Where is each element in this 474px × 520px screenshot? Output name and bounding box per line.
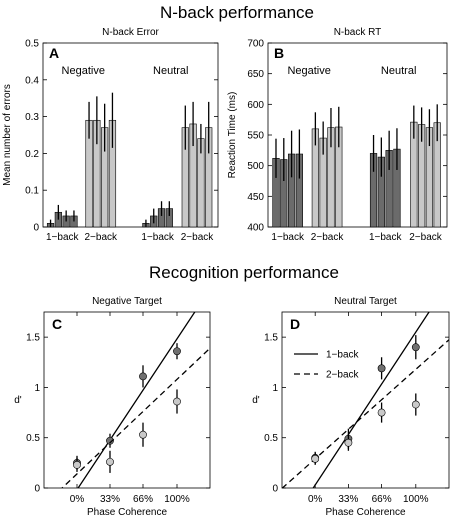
legend-label: 2−back — [326, 370, 360, 381]
y-tick-label: 1 — [34, 383, 40, 394]
fit-line-1back — [77, 312, 196, 488]
panel-title: N-back Error — [102, 27, 159, 38]
data-point — [377, 364, 386, 373]
panel-A: 0 0.1 0.2 0.3 0.4 0.5 N-back Error A Mean number… — [2, 27, 219, 243]
x-tick-label: 0% — [70, 494, 85, 505]
y-tick-label: 650 — [247, 69, 264, 80]
y-tick-label: 0.3 — [25, 112, 39, 123]
y-tick-label: 0.4 — [25, 75, 39, 86]
x-tick-label: 2−back — [311, 232, 345, 243]
data-point — [106, 457, 114, 466]
y-tick-label: 1.5 — [264, 333, 278, 344]
axes-box — [43, 311, 211, 489]
y-tick-label: 400 — [247, 223, 264, 234]
x-tick-label: 2−back — [84, 232, 118, 243]
panel-letter: A — [49, 45, 59, 61]
x-tick-label: 2−back — [181, 232, 215, 243]
y-tick-label: 550 — [247, 131, 264, 142]
y-tick-label: 0.1 — [25, 186, 39, 197]
y-tick-label: 1.5 — [26, 333, 40, 344]
legend-label: 1−back — [326, 350, 360, 361]
fit-line-1back — [312, 312, 430, 488]
data-point — [344, 438, 353, 447]
condition-label: Neutral — [153, 65, 188, 77]
y-tick-label: 0 — [272, 484, 278, 495]
data-point — [411, 343, 420, 352]
data-point — [311, 454, 320, 463]
data-point — [106, 436, 114, 445]
data-point — [173, 397, 181, 406]
y-tick-label: 600 — [247, 100, 264, 111]
x-axis-label: Phase Coherence — [325, 507, 405, 518]
data-point — [411, 400, 420, 409]
x-tick-label: 100% — [164, 494, 190, 505]
axes-box — [42, 42, 219, 228]
data-point — [73, 460, 81, 469]
y-tick-label: 0.5 — [264, 433, 278, 444]
bottom-section-title: Recognition performance — [149, 263, 339, 282]
axes-box — [281, 311, 450, 489]
y-axis-label: Reaction Time (ms) — [227, 92, 238, 179]
data-point — [173, 347, 181, 356]
x-tick-label: 0% — [308, 494, 323, 505]
data-point — [139, 430, 147, 439]
data-point — [377, 408, 386, 417]
data-point — [139, 372, 147, 381]
x-tick-label: 66% — [133, 494, 153, 505]
panel-B: 400 450 500 550 600 650 700 N-back RT B Reaction … — [227, 27, 448, 243]
y-tick-label: 0.5 — [25, 39, 39, 50]
x-axis-label: Phase Coherence — [87, 507, 167, 518]
panel-C: 0 0.5 1 1.5 0% 33% 66% 100% Negative Target C Phas… — [14, 296, 211, 518]
panel-letter: C — [52, 316, 62, 332]
y-tick-label: 0 — [34, 484, 40, 495]
x-tick-label: 1−back — [46, 232, 80, 243]
y-tick-label: 450 — [247, 192, 264, 203]
x-tick-label: 33% — [338, 494, 358, 505]
x-tick-label: 2−back — [409, 232, 443, 243]
top-section-title: N-back performance — [160, 3, 314, 22]
panel-title: Neutral Target — [334, 296, 397, 307]
x-tick-label: 1−back — [141, 232, 175, 243]
x-tick-label: 33% — [100, 494, 120, 505]
x-tick-label: 100% — [403, 494, 429, 505]
y-tick-label: 0.2 — [25, 149, 39, 160]
condition-label: Neutral — [381, 65, 416, 77]
panel-letter: D — [290, 316, 300, 332]
panel-D: 0 0.5 1 1.5 0% 33% 66% 100% Neutral Target D Phase… — [252, 296, 450, 518]
y-tick-label: 500 — [247, 161, 264, 172]
y-tick-label: 1 — [272, 383, 278, 394]
condition-label: Negative — [62, 65, 105, 77]
fit-line-2back — [61, 347, 210, 488]
y-axis-label: d' — [252, 395, 260, 406]
panel-letter: B — [274, 45, 284, 61]
fit-line-2back — [282, 339, 449, 488]
y-tick-label: 0 — [33, 223, 39, 234]
panel-title: N-back RT — [334, 27, 382, 38]
panels-layer: 0 0.1 0.2 0.3 0.4 0.5 N-back Error A Mean number… — [2, 27, 450, 518]
condition-label: Negative — [287, 65, 330, 77]
y-tick-label: 700 — [247, 39, 264, 50]
y-axis-label: Mean number of errors — [2, 84, 13, 186]
panel-title: Negative Target — [92, 296, 162, 307]
y-axis-label: d' — [14, 395, 22, 406]
x-tick-label: 66% — [372, 494, 392, 505]
x-tick-label: 1−back — [271, 232, 305, 243]
x-tick-label: 1−back — [369, 232, 403, 243]
y-tick-label: 0.5 — [26, 433, 40, 444]
